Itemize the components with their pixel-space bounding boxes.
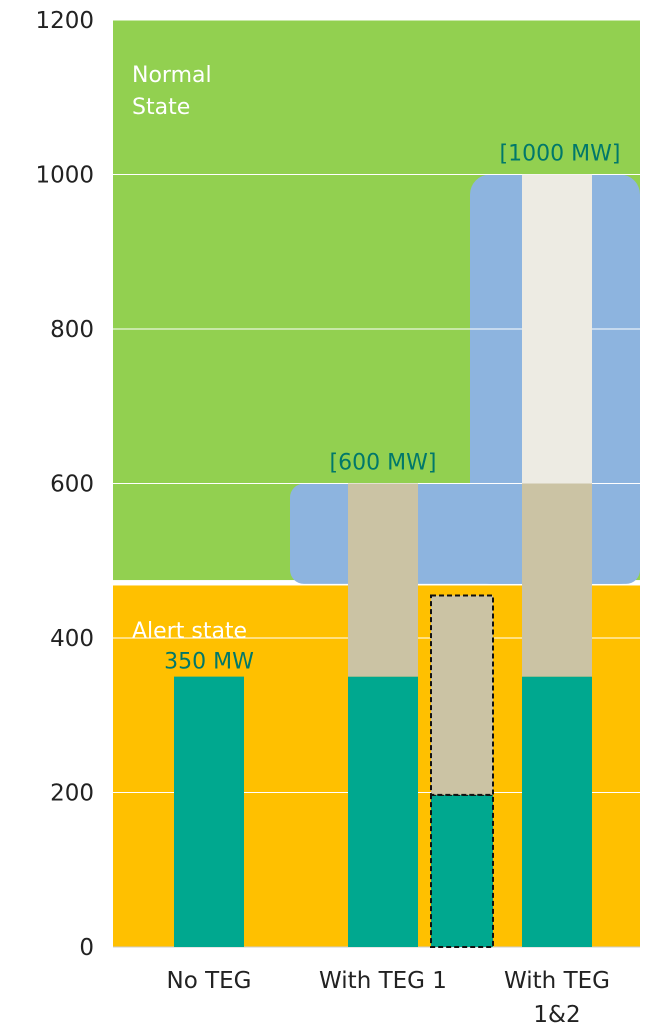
- alert-state-label: Alert state: [132, 619, 247, 644]
- annotation-350-mw: 350 MW: [164, 650, 254, 675]
- x-category-label: With TEG: [504, 968, 610, 994]
- y-axis: 0 200 400 600 800 1000 1200: [35, 8, 94, 961]
- dashed-bar-segment: [430, 793, 494, 948]
- y-tick-label: 1200: [35, 8, 94, 34]
- bar-segment: [174, 676, 244, 947]
- x-category-label: With TEG 1: [319, 968, 447, 994]
- y-tick-label: 800: [50, 317, 94, 343]
- y-tick-label: 600: [50, 472, 94, 498]
- bar-segment: [348, 483, 418, 677]
- y-tick-label: 200: [50, 781, 94, 807]
- bar-segment: [522, 676, 592, 947]
- normal-state-label-line1: Normal: [132, 63, 212, 88]
- x-category-label: No TEG: [167, 968, 252, 994]
- bar-segment: [522, 174, 592, 484]
- dashed-bar-segment: [430, 594, 494, 796]
- x-axis: No TEG With TEG 1 With TEG 1&2: [167, 968, 610, 1028]
- normal-state-label-line2: State: [132, 95, 190, 120]
- annotation-600-mw: [600 MW]: [330, 451, 437, 476]
- dashed-stack: [430, 594, 494, 948]
- bar-segment: [522, 483, 592, 677]
- y-tick-label: 0: [79, 935, 94, 961]
- bar-segment: [348, 676, 418, 947]
- y-tick-label: 400: [50, 626, 94, 652]
- annotation-1000-mw: [1000 MW]: [500, 142, 621, 167]
- bars: [174, 174, 592, 947]
- x-category-label-line2: 1&2: [533, 1002, 580, 1028]
- y-tick-label: 1000: [35, 163, 94, 189]
